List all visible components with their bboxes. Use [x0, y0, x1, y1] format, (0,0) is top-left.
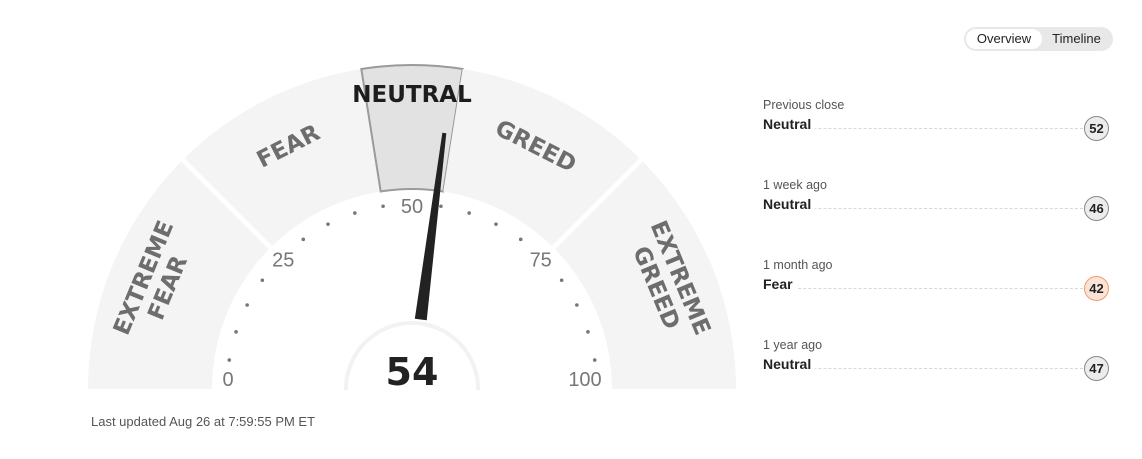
history-rating: Neutral — [763, 116, 816, 132]
history-item-1-month: 1 month ago Fear 42 — [763, 256, 1113, 306]
dashed-divider — [763, 128, 1083, 129]
gauge-needle — [414, 132, 447, 321]
tick-label-50: 50 — [401, 196, 423, 218]
dial-dot — [234, 330, 238, 334]
history-rating: Fear — [763, 276, 797, 292]
segment-extreme-fear — [88, 159, 271, 389]
history-item-1-year: 1 year ago Neutral 47 — [763, 336, 1113, 386]
dial-dot — [592, 358, 597, 362]
dashed-divider — [763, 368, 1083, 369]
segment-separator — [179, 156, 273, 250]
dial-dot — [559, 278, 564, 283]
history-value-badge: 46 — [1084, 196, 1109, 221]
segment-greed — [443, 68, 642, 248]
history-rating: Neutral — [763, 196, 816, 212]
dial-dot — [353, 211, 357, 215]
dial-dot — [518, 237, 523, 242]
dashed-divider — [763, 288, 1083, 289]
history-rating: Neutral — [763, 356, 816, 372]
history-value-badge: 52 — [1084, 116, 1109, 141]
dial-dot — [575, 303, 579, 307]
dial-dot — [326, 222, 330, 226]
dial-dot — [301, 237, 306, 242]
dashed-divider — [763, 208, 1083, 209]
timeline-tab[interactable]: Timeline — [1052, 31, 1101, 46]
history-value-badge: 42 — [1084, 276, 1109, 301]
baseline-mask — [0, 390, 760, 459]
last-updated-text: Last updated Aug 26 at 7:59:55 PM ET — [91, 414, 316, 429]
tick-label-100: 100 — [568, 369, 601, 391]
history-period: Previous close — [763, 98, 845, 112]
tick-label-25: 25 — [272, 249, 294, 271]
dial-dot — [494, 222, 498, 226]
dial-dot — [586, 330, 590, 334]
history-item-previous-close: Previous close Neutral 52 — [763, 96, 1113, 146]
segment-label-neutral: NEUTRAL — [352, 82, 472, 108]
dial-dot — [467, 211, 471, 215]
dial-dot — [260, 278, 265, 283]
dial-dot — [245, 303, 249, 307]
overview-tab[interactable]: Overview — [966, 29, 1042, 49]
tick-label-0: 0 — [222, 369, 233, 391]
dial-dot — [227, 358, 232, 362]
gauge-value: 54 — [386, 350, 439, 394]
fear-greed-gauge: EXTREME FEAR FEAR NEUTRAL GREED EXTREME GREED 0… — [0, 64, 760, 459]
history-value-badge: 47 — [1084, 356, 1109, 381]
history-item-1-week: 1 week ago Neutral 46 — [763, 176, 1113, 226]
dial-dot — [439, 204, 443, 209]
view-toggle: Overview Timeline — [964, 27, 1113, 51]
gauge-dial: EXTREMEFEARFEARNEUTRALGREEDEXTREMEGREED0… — [0, 64, 760, 459]
history-period: 1 year ago — [763, 338, 823, 352]
tick-label-75: 75 — [530, 249, 552, 271]
segment-extreme-greed — [553, 159, 736, 389]
history-period: 1 month ago — [763, 258, 833, 272]
dial-dot — [381, 204, 385, 209]
history-period: 1 week ago — [763, 178, 827, 192]
segment-separator — [551, 156, 645, 250]
segment-fear — [182, 68, 381, 248]
